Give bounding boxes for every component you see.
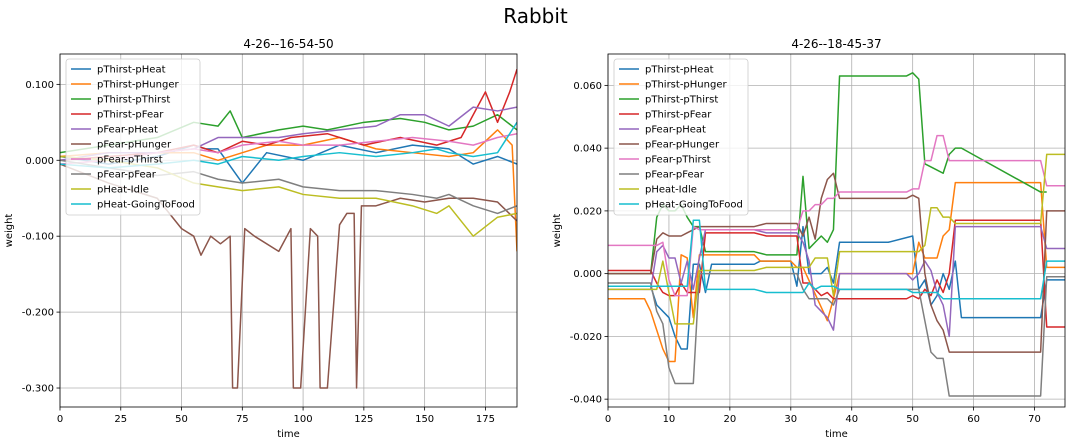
series-line-pHeat-GoingToFood [608, 219, 1065, 300]
legend-label: pFear-pThirst [645, 155, 711, 166]
y-tick-label: 0.100 [25, 80, 54, 91]
x-tick-label: 40 [845, 414, 858, 425]
x-tick-label: 0 [57, 414, 63, 425]
series-line-pFear-pThirst [608, 134, 1065, 297]
legend-label: pThirst-pHunger [97, 80, 179, 91]
series-line-pHeat-Idle [608, 153, 1065, 325]
series-line-pFear-pHunger [608, 172, 1065, 353]
x-tick-label: 60 [967, 414, 980, 425]
y-tick-label: 0.060 [573, 81, 602, 92]
chart-panel-left: 0 25 50 75 100 125 150 175 0.100 0.000 -0.100 -0.20… [4, 37, 518, 440]
chart-title: 4-26--18-45-37 [791, 37, 881, 51]
x-tick-label: 125 [354, 414, 373, 425]
x-tick-label: 20 [723, 414, 736, 425]
x-tick-label: 0 [605, 414, 611, 425]
figure-title: Rabbit [503, 4, 568, 28]
x-axis-label: time [825, 429, 848, 440]
x-tick-label: 25 [114, 414, 127, 425]
legend-label: pHeat-Idle [97, 185, 149, 196]
y-tick-label: 0.040 [573, 144, 602, 155]
legend-label: pHeat-GoingToFood [645, 200, 743, 211]
legend-label: pHeat-Idle [645, 185, 697, 196]
chart-title: 4-26--16-54-50 [243, 37, 333, 51]
legend: pThirst-pHeat pThirst-pHunger pThirst-pThi… [613, 58, 749, 216]
legend-label: pFear-pFear [97, 170, 157, 181]
x-tick-label: 150 [415, 414, 434, 425]
axes-frame [59, 53, 518, 408]
legend-label: pFear-pHunger [97, 140, 172, 151]
y-tick-label: -0.300 [22, 384, 54, 395]
y-tick-label: -0.040 [570, 395, 602, 406]
x-axis-label: time [277, 429, 300, 440]
y-tick-label: 0.000 [573, 269, 602, 280]
legend-label: pThirst-pHunger [645, 80, 727, 91]
y-tick-label: -0.200 [22, 308, 54, 319]
legend-label: pThirst-pThirst [645, 95, 718, 106]
x-tick-label: 50 [175, 414, 188, 425]
legend-label: pThirst-pThirst [97, 95, 170, 106]
legend-label: pHeat-GoingToFood [97, 200, 195, 211]
legend-label: pFear-pHeat [645, 125, 706, 136]
legend-label: pFear-pHunger [645, 140, 720, 151]
legend-label: pThirst-pFear [97, 110, 164, 121]
y-tick-label: 0.000 [25, 156, 54, 167]
axes-frame [607, 53, 1066, 408]
y-tick-label: 0.020 [573, 206, 602, 217]
legend-label: pThirst-pHeat [645, 65, 714, 76]
legend-label: pFear-pThirst [97, 155, 163, 166]
y-tick-label: -0.020 [570, 332, 602, 343]
legend-box [613, 58, 749, 216]
legend: pThirst-pHeat pThirst-pHunger pThirst-pThi… [65, 58, 201, 216]
chart-panel-right: 0 10 20 30 40 50 60 70 0.060 0.040 0.020 0.000 -0.02… [552, 37, 1066, 440]
legend-box [65, 58, 201, 216]
x-tick-label: 75 [236, 414, 249, 425]
legend-label: pFear-pFear [645, 170, 705, 181]
y-axis-label: weight [552, 214, 563, 248]
legend-label: pThirst-pFear [645, 110, 712, 121]
x-tick-label: 30 [784, 414, 797, 425]
y-tick-label: -0.100 [22, 232, 54, 243]
x-tick-label: 100 [294, 414, 313, 425]
y-axis-label: weight [4, 214, 15, 248]
x-tick-label: 50 [906, 414, 919, 425]
series-group [608, 72, 1065, 397]
series-line-pFear-pHeat [608, 225, 1065, 338]
x-tick-label: 175 [476, 414, 495, 425]
x-tick-label: 10 [663, 414, 676, 425]
legend-label: pThirst-pHeat [97, 65, 166, 76]
x-tick-label: 70 [1028, 414, 1041, 425]
legend-label: pFear-pHeat [97, 125, 158, 136]
series-line-pFear-pHunger [60, 163, 517, 389]
series-line-pFear-pFear [608, 272, 1065, 397]
